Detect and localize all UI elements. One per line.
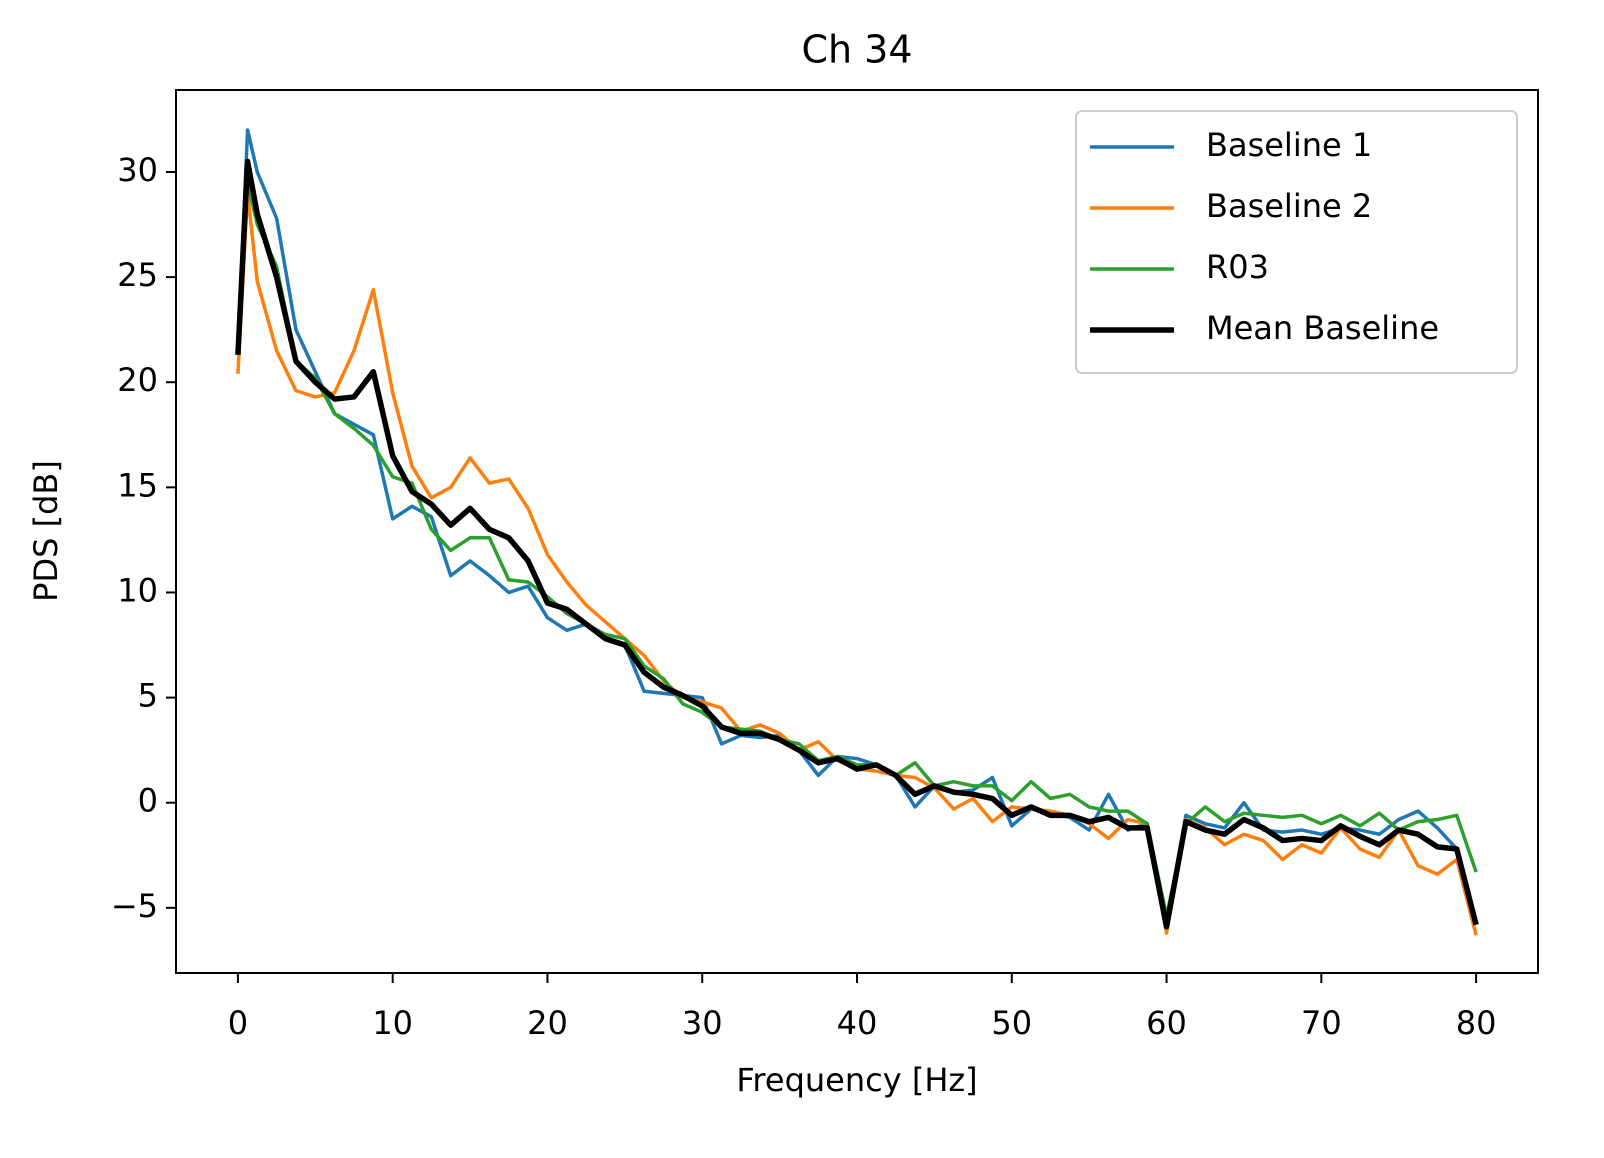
x-tick-label: 20 xyxy=(527,1004,568,1042)
series-line xyxy=(235,158,1479,930)
plot-frame xyxy=(175,89,1539,974)
legend-label: Mean Baseline xyxy=(1206,309,1439,347)
y-tick-label: 0 xyxy=(138,782,158,820)
x-tick-label: 0 xyxy=(228,1004,248,1042)
x-tick-label: 50 xyxy=(991,1004,1032,1042)
x-tick-label: 10 xyxy=(372,1004,413,1042)
y-tick-label: 25 xyxy=(117,256,158,294)
y-tick-label: 5 xyxy=(138,677,158,715)
series-line xyxy=(236,180,1478,918)
y-axis-label: PDS [dB] xyxy=(27,460,65,602)
chart-title: Ch 34 xyxy=(801,28,912,72)
y-tick-label: 30 xyxy=(117,151,158,189)
x-tick-label: 40 xyxy=(837,1004,878,1042)
y-tick-label: 15 xyxy=(117,466,158,504)
y-tick-label: 20 xyxy=(117,361,158,399)
x-tick-label: 30 xyxy=(682,1004,723,1042)
y-tick-label: 10 xyxy=(117,571,158,609)
legend-box xyxy=(1075,110,1518,374)
legend-label: Baseline 2 xyxy=(1206,187,1372,225)
x-tick-label: 70 xyxy=(1301,1004,1342,1042)
x-tick-label: 60 xyxy=(1146,1004,1187,1042)
x-tick-label: 80 xyxy=(1456,1004,1497,1042)
x-axis-label: Frequency [Hz] xyxy=(736,1061,977,1099)
legend-label: R03 xyxy=(1206,248,1269,286)
y-tick-label: −5 xyxy=(111,887,158,925)
legend-label: Baseline 1 xyxy=(1206,126,1372,164)
